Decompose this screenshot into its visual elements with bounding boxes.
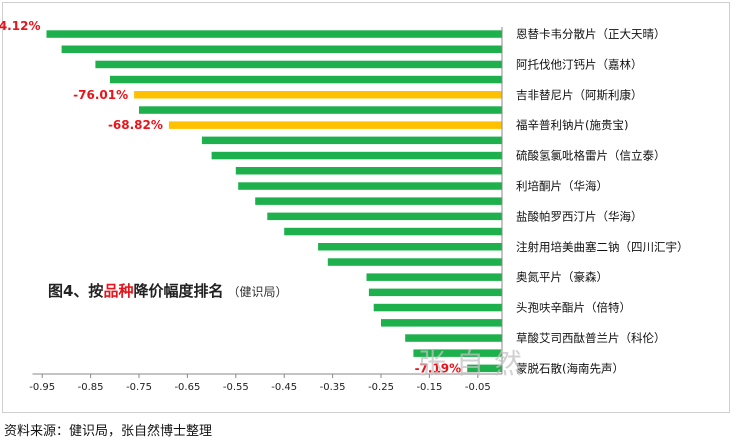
category-label: 硫酸氢氯吡格雷片（信立泰） (516, 149, 666, 163)
x-tick-label: -0.35 (320, 382, 346, 393)
data-label: -68.82% (108, 118, 163, 132)
category-label: 阿托伐他汀钙片（嘉林） (516, 57, 643, 71)
bar (61, 45, 502, 53)
x-tick-label: -0.15 (416, 382, 442, 393)
bar (284, 227, 502, 236)
data-label: -76.01% (73, 88, 128, 102)
bar (139, 106, 502, 114)
bar (405, 334, 502, 342)
chart-subtitle: （健识局） (227, 285, 288, 299)
bar (327, 258, 502, 266)
category-label: 头孢呋辛酯片（倍特） (516, 301, 631, 315)
bar (318, 243, 502, 251)
bar (368, 288, 502, 297)
x-tick-label: -0.05 (465, 382, 491, 393)
category-label: 利培酮片（华海） (516, 179, 608, 193)
chart-frame (2, 2, 730, 413)
category-label: 恩替卡韦分散片（正大天晴） (516, 27, 666, 41)
bar (238, 182, 502, 190)
bar (381, 319, 502, 327)
category-label: 奥氮平片（豪森） (516, 270, 608, 284)
bar (255, 197, 502, 205)
category-label: 福辛普利钠片(施贵宝) (516, 118, 628, 132)
bar (110, 75, 502, 84)
category-label: 盐酸帕罗西汀片（华海） (516, 209, 643, 223)
source-note: 资料来源：健识局，张自然博士整理 (4, 424, 213, 439)
category-label: 注射用培美曲塞二钠（四川汇宇） (516, 240, 689, 254)
bar (366, 273, 502, 281)
chart-title-part: 降价幅度排名 (133, 282, 224, 300)
bar (46, 30, 502, 38)
x-tick-label: -0.25 (368, 382, 394, 393)
category-label: 蒙脱石散(海南先声） (516, 361, 624, 375)
bar (211, 151, 502, 160)
x-tick-label: -0.55 (223, 382, 249, 393)
chart-title-part: 图4、按 (48, 282, 104, 300)
bar (201, 136, 502, 145)
bar (467, 364, 502, 373)
bar (235, 167, 503, 175)
bar (373, 303, 502, 312)
chart-title: 图4、按品种降价幅度排名 （健识局） (48, 280, 287, 301)
x-tick-label: -0.85 (78, 382, 104, 393)
bar (95, 60, 503, 69)
bar (267, 212, 502, 221)
category-label: 吉非替尼片（阿斯利康） (516, 88, 643, 102)
chart-title-part: 品种 (103, 282, 134, 300)
bar (413, 349, 502, 357)
category-label: 草酸艾司西酞普兰片（科伦） (516, 331, 666, 345)
data-label: -94.12% (0, 19, 40, 33)
bar (168, 121, 502, 129)
x-tick-label: -0.45 (271, 382, 297, 393)
watermark: 张自然 (418, 347, 533, 380)
bar (134, 91, 502, 99)
x-tick-label: -0.75 (126, 382, 152, 393)
data-label: -7.19% (415, 361, 462, 375)
x-tick-label: -0.95 (29, 382, 55, 393)
x-tick-label: -0.65 (174, 382, 200, 393)
